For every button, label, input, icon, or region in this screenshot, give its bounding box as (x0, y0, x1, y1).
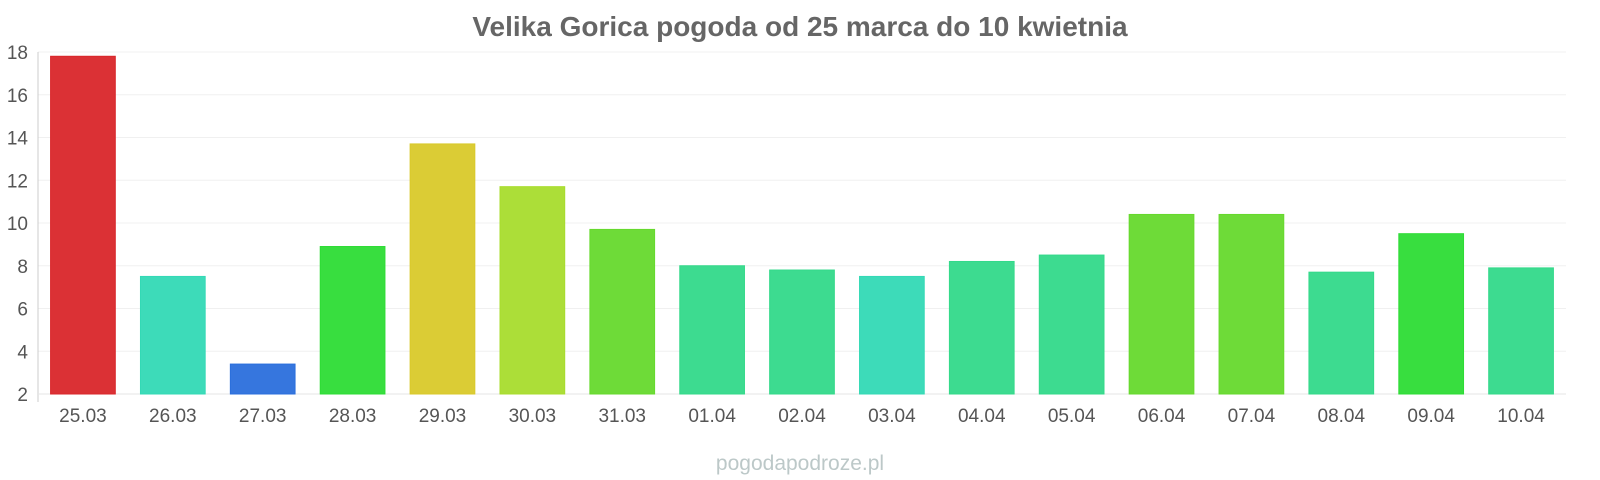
bar-07-04 (1218, 213, 1285, 395)
x-axis-ticks: 25.03 26.03 27.03 28.03 29.03 30.03 31.03 01.04… (59, 406, 1545, 427)
y-tick-label: 18 (7, 43, 28, 64)
y-tick-label: 16 (7, 86, 28, 107)
bar-09-04 (1398, 233, 1465, 395)
bar-05-04 (1038, 254, 1105, 395)
bar-30-03 (499, 186, 566, 395)
x-tick-label: 03.04 (868, 406, 916, 427)
x-tick-label: 29.03 (419, 406, 467, 427)
x-tick-label: 10.04 (1497, 406, 1545, 427)
x-tick-label: 30.03 (509, 406, 557, 427)
x-tick-label: 31.03 (598, 406, 646, 427)
bar-06-04 (1128, 213, 1195, 395)
x-tick-label: 27.03 (239, 406, 287, 427)
x-tick-label: 01.04 (688, 406, 736, 427)
bar-03-04 (859, 275, 925, 395)
bar-26-03 (139, 275, 206, 395)
x-tick-label: 08.04 (1318, 406, 1366, 427)
bar-02-04 (769, 269, 835, 395)
x-tick-label: 05.04 (1048, 406, 1096, 427)
y-tick-label: 14 (7, 129, 29, 150)
x-tick-label: 26.03 (149, 406, 197, 427)
x-tick-label: 02.04 (778, 406, 826, 427)
bar-28-03 (319, 246, 386, 395)
y-tick-label: 8 (17, 257, 28, 278)
x-tick-label: 06.04 (1138, 406, 1186, 427)
watermark-text: pogodapodroze.pl (716, 452, 884, 475)
y-tick-label: 2 (17, 385, 28, 406)
bar-10-04 (1488, 267, 1554, 395)
bar-29-03 (409, 143, 476, 395)
grid-lines (38, 51, 1566, 395)
y-tick-label: 10 (7, 214, 28, 235)
y-axis-ticks: 2 4 6 8 10 12 14 16 18 (7, 43, 29, 406)
bar-08-04 (1308, 271, 1375, 395)
x-tick-label: 09.04 (1407, 406, 1455, 427)
bar-25-03 (50, 55, 116, 395)
y-tick-label: 12 (7, 171, 28, 192)
bars (50, 55, 1554, 395)
y-tick-label: 6 (17, 300, 28, 321)
bar-31-03 (589, 228, 656, 395)
x-tick-label: 04.04 (958, 406, 1006, 427)
bar-27-03 (229, 363, 296, 395)
bar-04-04 (948, 260, 1015, 395)
chart-title: Velika Gorica pogoda od 25 marca do 10 k… (472, 11, 1128, 42)
x-tick-label: 28.03 (329, 406, 377, 427)
bar-01-04 (679, 265, 745, 395)
y-tick-label: 4 (17, 342, 28, 363)
x-tick-label: 07.04 (1228, 406, 1276, 427)
x-tick-label: 25.03 (59, 406, 107, 427)
